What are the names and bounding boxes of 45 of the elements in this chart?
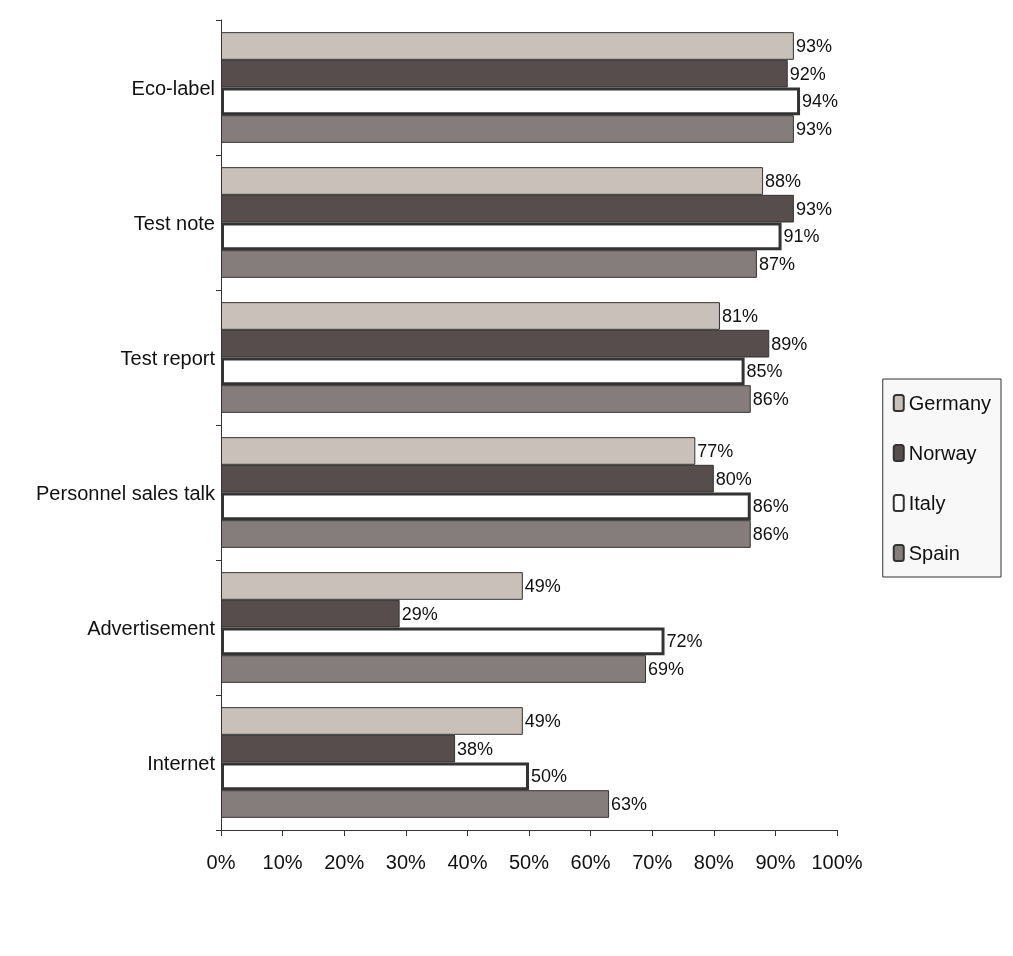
- legend-label: Norway: [908, 442, 977, 464]
- data-label: 80%: [715, 468, 752, 489]
- y-tick-label: Personnel sales talk: [36, 481, 216, 504]
- x-tick-label: 80%: [693, 851, 735, 873]
- data-label: 94%: [802, 91, 839, 112]
- x-tick-label: 70%: [632, 851, 673, 873]
- data-label: 49%: [524, 575, 561, 596]
- x-tick-label: 10%: [262, 851, 303, 873]
- y-tick-label: Test report: [120, 346, 216, 369]
- data-label: 49%: [524, 710, 561, 731]
- x-tick-label: 100%: [811, 851, 863, 873]
- data-label: 91%: [783, 226, 820, 247]
- x-tick-label: 50%: [508, 851, 550, 873]
- x-tick-label: 60%: [570, 851, 611, 873]
- data-label: 92%: [789, 63, 826, 84]
- data-label: 93%: [795, 198, 832, 219]
- data-label: 50%: [531, 766, 568, 787]
- data-label: 86%: [752, 496, 789, 517]
- y-tick-label: Advertisement: [87, 616, 216, 639]
- x-tick-label: 0%: [206, 851, 236, 873]
- data-label: 72%: [666, 631, 703, 652]
- x-tick-label: 20%: [324, 851, 365, 873]
- data-label: 89%: [771, 333, 808, 354]
- data-label: 77%: [697, 440, 734, 461]
- y-tick-label: Internet: [147, 751, 216, 774]
- data-label: 38%: [457, 738, 494, 759]
- data-label: 87%: [758, 254, 795, 275]
- data-label: 81%: [721, 305, 758, 326]
- data-label: 85%: [746, 361, 783, 382]
- legend-label: Germany: [908, 392, 991, 414]
- legend-label: Spain: [908, 542, 960, 564]
- data-label: 63%: [611, 794, 648, 815]
- y-tick-label: Eco-label: [131, 76, 215, 99]
- data-label: 93%: [795, 35, 832, 56]
- data-label: 88%: [765, 170, 802, 191]
- data-label: 93%: [795, 119, 832, 140]
- data-label: 69%: [648, 659, 685, 680]
- x-tick-label: 90%: [755, 851, 796, 873]
- y-tick-label: Test note: [133, 211, 215, 234]
- data-label: 29%: [401, 603, 438, 624]
- data-label: 86%: [752, 524, 789, 545]
- legend-label: Italy: [908, 492, 946, 514]
- data-label: 86%: [752, 389, 789, 410]
- x-tick-label: 30%: [385, 851, 427, 873]
- x-tick-label: 40%: [447, 851, 488, 873]
